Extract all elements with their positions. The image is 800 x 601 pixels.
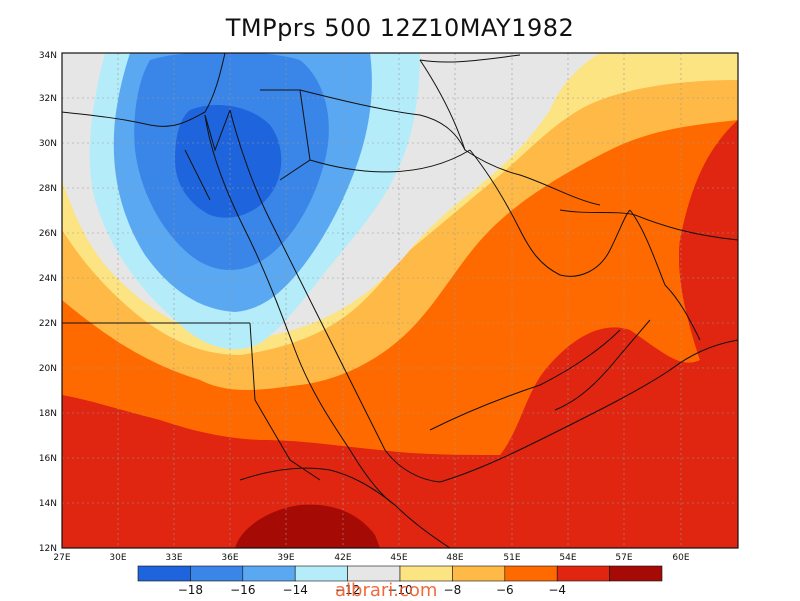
lon-tick: 48E — [446, 553, 463, 563]
band-minus-4-east — [679, 120, 738, 378]
colorbar-swatch — [399, 565, 453, 582]
lon-tick: 45E — [390, 553, 407, 563]
lat-tick: 12N — [39, 544, 57, 554]
border-oman — [554, 319, 651, 411]
lat-axis: 12N 14N 16N 18N 20N 22N 24N 26N 28N 30N … — [39, 51, 57, 554]
lon-tick: 60E — [672, 553, 689, 563]
lat-tick: 18N — [39, 409, 57, 419]
core-cold — [175, 105, 282, 218]
colorbar-swatch — [137, 565, 191, 582]
lat-tick: 14N — [39, 499, 57, 509]
lat-tick: 32N — [39, 94, 57, 104]
border-sudan-east — [249, 322, 321, 481]
horn-africa — [239, 467, 451, 548]
colorbar-swatch — [242, 565, 296, 582]
sinai — [204, 109, 231, 152]
lat-tick: 20N — [39, 364, 57, 374]
colorbar-label: −12 — [335, 583, 360, 597]
lat-tick: 34N — [39, 51, 57, 61]
lon-tick: 57E — [615, 553, 632, 563]
lon-tick: 36E — [221, 553, 238, 563]
colorbar-label: −14 — [283, 583, 308, 597]
lat-tick: 28N — [39, 184, 57, 194]
border-iraq — [299, 89, 466, 151]
lon-tick: 51E — [503, 553, 520, 563]
lat-tick: 22N — [39, 319, 57, 329]
lat-tick: 24N — [39, 274, 57, 284]
red-sea-coast-east — [229, 109, 441, 483]
border-saudi-north — [309, 149, 471, 173]
coastlines-borders — [62, 53, 738, 548]
colorbar-label: −16 — [230, 583, 255, 597]
lat-tick: 26N — [39, 229, 57, 239]
gulf-coast — [469, 149, 631, 277]
border-saudi-yemen — [429, 329, 621, 431]
colorbar-swatch — [190, 565, 244, 582]
lon-tick: 30E — [109, 553, 126, 563]
colorbar: −18 −16 −14 −12 −10 −8 −6 −4 — [137, 565, 663, 597]
watermark: albrari.com — [335, 580, 438, 601]
colorbar-label: −8 — [444, 583, 462, 597]
colorbar-swatch — [347, 565, 401, 582]
lon-tick: 42E — [334, 553, 351, 563]
lon-axis: 27E 30E 33E 36E 39E 42E 45E 48E 51E 54E … — [53, 553, 689, 563]
colorbar-label: −6 — [496, 583, 514, 597]
colorbar-swatch — [294, 565, 348, 582]
border-jordan — [260, 89, 311, 181]
colorbar-swatch — [609, 565, 663, 582]
colorbar-label: −10 — [387, 583, 412, 597]
lat-tick: 30N — [39, 139, 57, 149]
map-title: TMPprs 500 12Z10MAY1982 — [225, 14, 575, 42]
gulf-north — [559, 209, 738, 241]
map-frame — [61, 52, 739, 549]
colorbar-label: −4 — [548, 583, 566, 597]
red-sea-coast-west — [204, 114, 396, 506]
lat-tick: 16N — [39, 454, 57, 464]
colorbar-swatch — [452, 565, 506, 582]
core-warm — [235, 504, 380, 548]
colorbar-swatch — [556, 565, 610, 582]
contour-fill — [62, 53, 738, 548]
gulf-suez — [184, 149, 211, 201]
mediterranean-coast — [62, 53, 226, 127]
lon-tick: 39E — [277, 553, 294, 563]
arabian-coast — [439, 339, 738, 483]
colorbar-label: −18 — [178, 583, 203, 597]
colorbar-swatch — [504, 565, 558, 582]
lon-tick: 54E — [559, 553, 576, 563]
iran-coast — [419, 59, 601, 206]
oman-coast — [629, 209, 701, 341]
border-iran-north — [419, 54, 521, 63]
lon-tick: 33E — [165, 553, 182, 563]
lon-tick: 27E — [53, 553, 70, 563]
